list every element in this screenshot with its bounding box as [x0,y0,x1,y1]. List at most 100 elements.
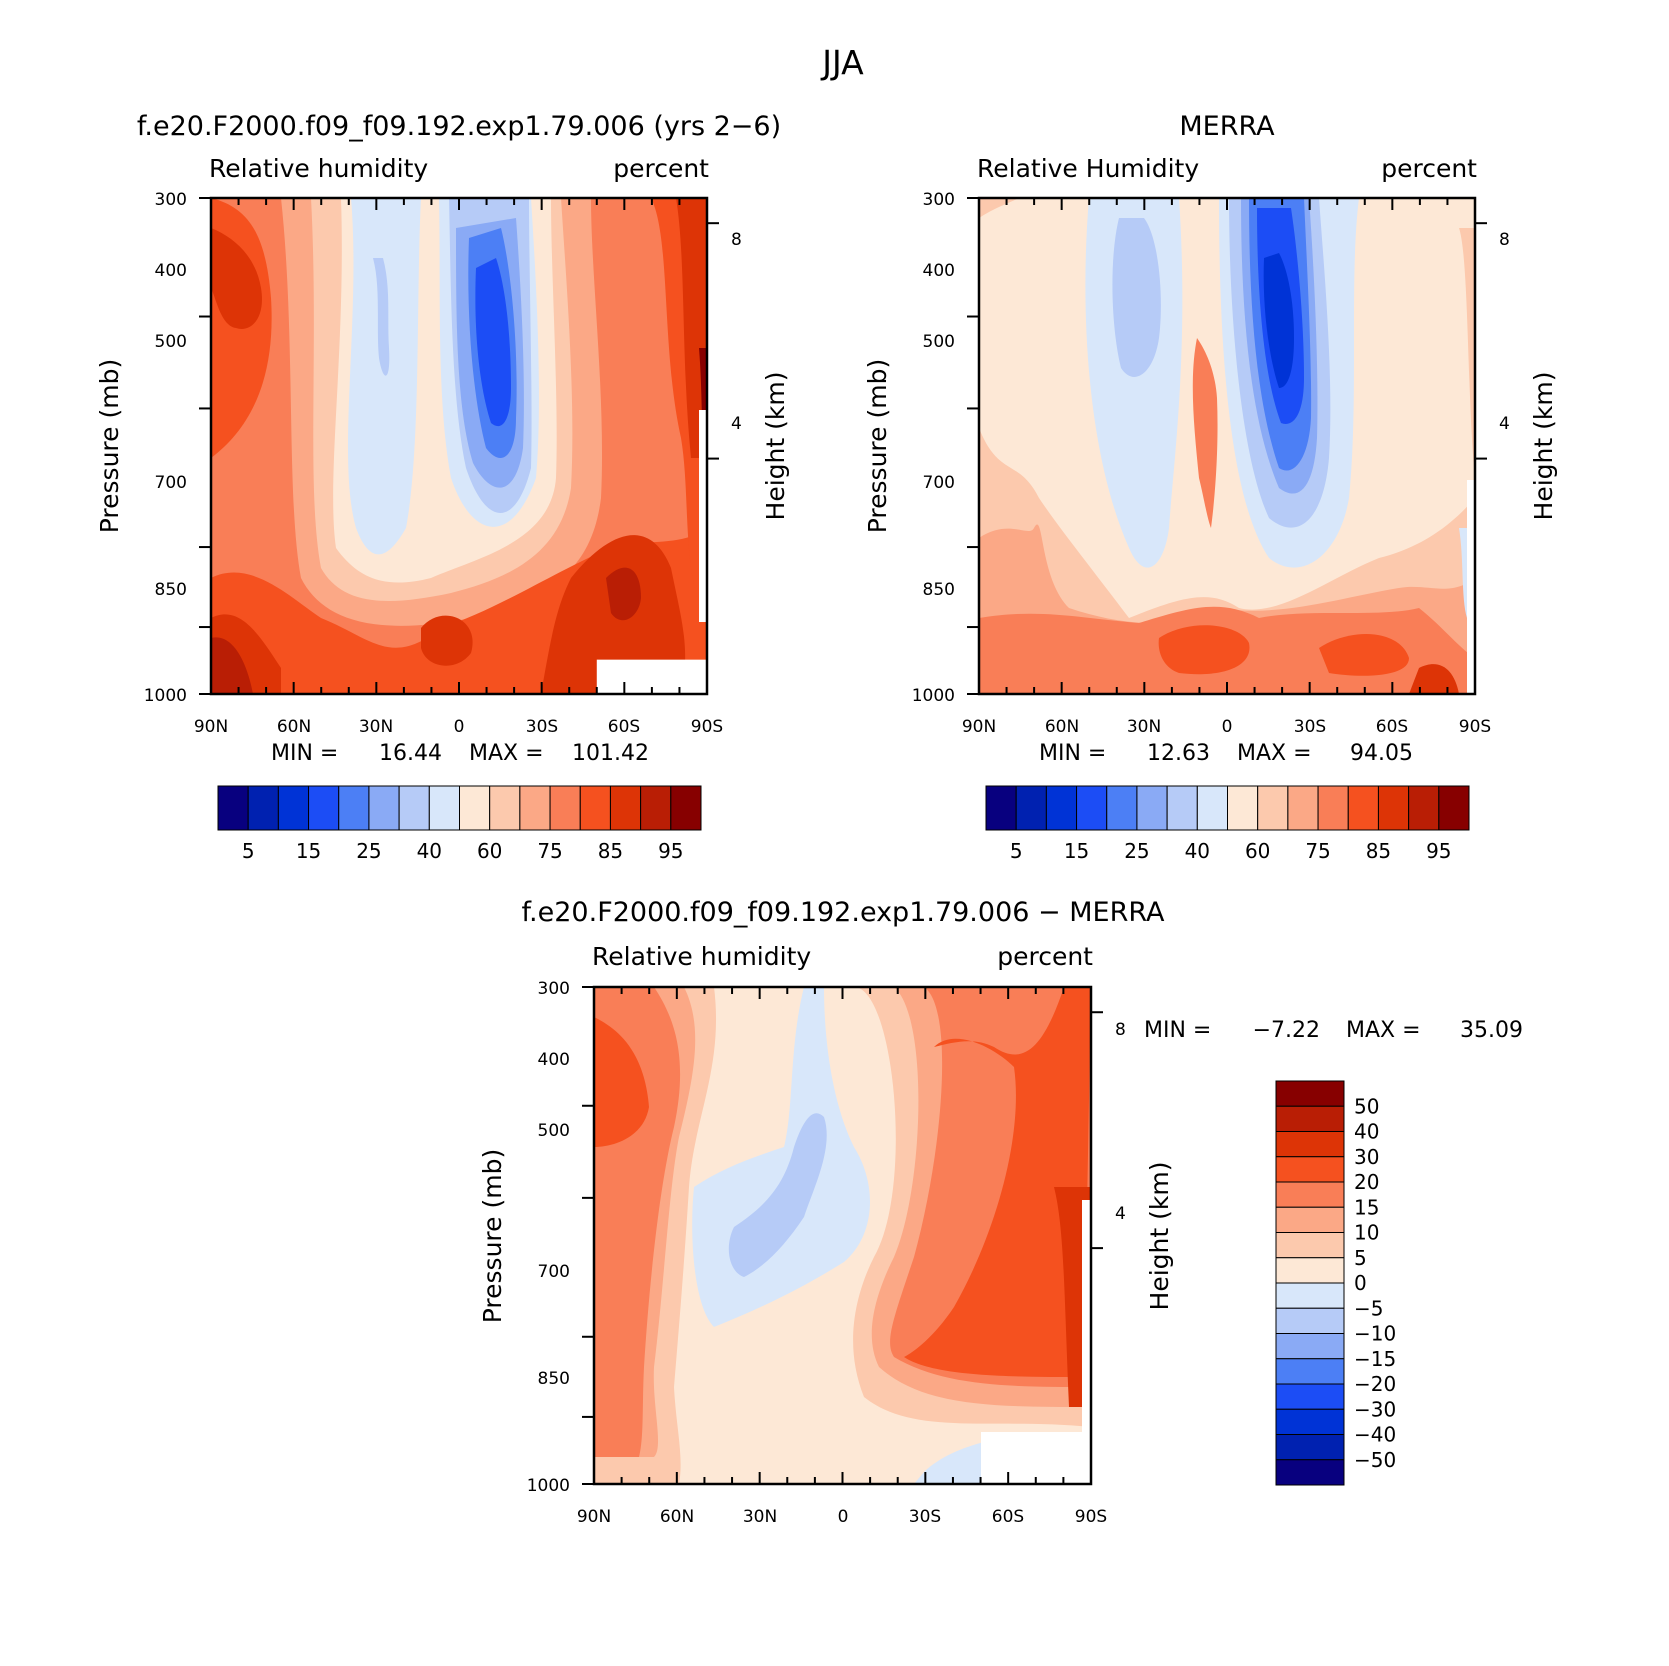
colorbar-swatch [609,785,642,831]
colorbar-swatch [1438,785,1470,831]
difference-max-value: 35.09 [1460,1018,1523,1043]
merra-xtick-label: 90N [962,717,996,737]
colorbar-label: −20 [1354,1372,1396,1396]
difference-xtick-label: 90N [577,1507,611,1527]
colorbar-swatch [1275,1307,1345,1334]
model-y-tick-labels: 300 400 500 700 850 1000 [144,190,187,706]
merra-band-15 [1263,253,1294,388]
merra-band-75-spine [1192,338,1218,528]
model-ytick-label: 500 [155,332,187,352]
difference-contour-field [594,987,1091,1484]
colorbar-swatch [1275,1156,1345,1183]
colorbar-swatch [1166,785,1198,831]
colorbar-swatch [1275,1434,1345,1461]
difference-ytick-label: 1000 [527,1476,570,1496]
colorbar-label: 85 [598,839,623,863]
colorbar-swatch [1045,785,1078,831]
colorbar-label: 95 [658,839,683,863]
difference-height-label: 8 [1115,1020,1126,1040]
model-band-90-right [606,567,641,621]
panel-merra: MERRA Relative Humidity percent [863,111,1558,863]
difference-xtick-label: 60N [660,1507,694,1527]
colorbar-label: −40 [1354,1423,1396,1447]
model-units-label: percent [613,154,709,183]
difference-xtick-label: 30N [743,1507,777,1527]
colorbar-swatch [1227,785,1259,831]
difference-band-neg10-center [728,1113,827,1277]
model-contour-field [211,198,707,694]
model-band-85-left [211,228,262,329]
colorbar-swatch [1136,785,1168,831]
difference-ytick-label: 850 [538,1369,570,1389]
colorbar-swatch [1275,1408,1345,1435]
colorbar-label: −30 [1354,1397,1396,1421]
colorbar-label: 25 [1124,839,1149,863]
model-height-tick-labels: 8 4 [731,230,742,434]
model-xtick-label: 0 [454,717,465,737]
model-max-label: MAX = [469,741,544,766]
merra-y-tick-labels: 300 400 500 700 850 1000 [912,190,955,706]
merra-min-label: MIN = [1039,741,1106,766]
colorbar-label: 5 [1010,839,1023,863]
model-band-85-center [421,615,473,666]
colorbar-swatch [1287,785,1319,831]
model-band-85-polar [676,198,707,458]
colorbar-label: 0 [1354,1271,1367,1295]
difference-xtick-label: 90S [1075,1507,1107,1527]
merra-band-40-left [1112,218,1161,377]
merra-max-label: MAX = [1237,741,1312,766]
model-ytick-label: 300 [155,190,187,210]
colorbar-swatch [1275,1358,1345,1385]
model-band-50-left [347,198,421,555]
colorbar-swatch [1275,1206,1345,1233]
model-band-20 [475,258,511,427]
difference-band-20-30-left [594,1017,649,1147]
merra-x-tick-labels: 90N 60N 30N 0 30S 60S 90S [962,717,1491,737]
figure-title: JJA [820,43,864,82]
merra-panel-title: MERRA [1179,111,1275,142]
model-ylabel-left: Pressure (mb) [95,359,124,533]
merra-band-80-right [1319,634,1409,676]
difference-max-label: MAX = [1346,1018,1421,1043]
merra-xtick-label: 0 [1222,717,1233,737]
colorbar-label: −10 [1354,1322,1396,1346]
model-ytick-label: 850 [155,580,187,600]
model-x-tick-labels: 90N 60N 30N 0 30S 60S 90S [194,717,723,737]
merra-xtick-label: 60S [1376,717,1408,737]
colorbar-swatch [519,785,551,831]
model-height-label: 8 [731,230,742,250]
model-ytick-label: 400 [155,261,187,281]
difference-ylabel-right: Height (km) [1145,1162,1174,1311]
merra-ytick-label: 1000 [912,686,955,706]
model-height-label: 4 [731,414,742,434]
model-min-label: MIN = [271,741,338,766]
colorbar-swatch [1275,1383,1345,1410]
model-variable-label: Relative humidity [209,154,428,183]
difference-minmax: MIN = −7.22 MAX = 35.09 [1144,1018,1523,1043]
colorbar-swatch [1275,1105,1345,1132]
merra-axis-ticks [967,197,1487,695]
difference-xtick-label: 60S [992,1507,1024,1527]
colorbar-swatch [489,785,521,831]
merra-band-65-polar [1459,228,1475,478]
merra-ytick-label: 500 [923,332,955,352]
merra-xtick-label: 30S [1294,717,1326,737]
difference-axis-ticks [582,986,1103,1485]
colorbar-label: 25 [356,839,381,863]
colorbar-swatch [1015,785,1047,831]
merra-contour-field [979,198,1475,694]
difference-band-neg5-bottom [914,1442,984,1484]
colorbar-swatch [640,785,672,831]
merra-xtick-label: 90S [1459,717,1491,737]
colorbar-swatch [1347,785,1379,831]
colorbar-label: 60 [1245,839,1270,863]
colorbar-swatch [1317,785,1349,831]
difference-xtick-label: 30S [909,1507,941,1527]
colorbar-label: −5 [1354,1296,1383,1320]
colorbar-label: 5 [242,839,255,863]
colorbar-label: 40 [1185,839,1210,863]
colorbar-label: 15 [296,839,321,863]
colorbar-label: 40 [417,839,442,863]
difference-band-30-right [1054,1187,1091,1407]
